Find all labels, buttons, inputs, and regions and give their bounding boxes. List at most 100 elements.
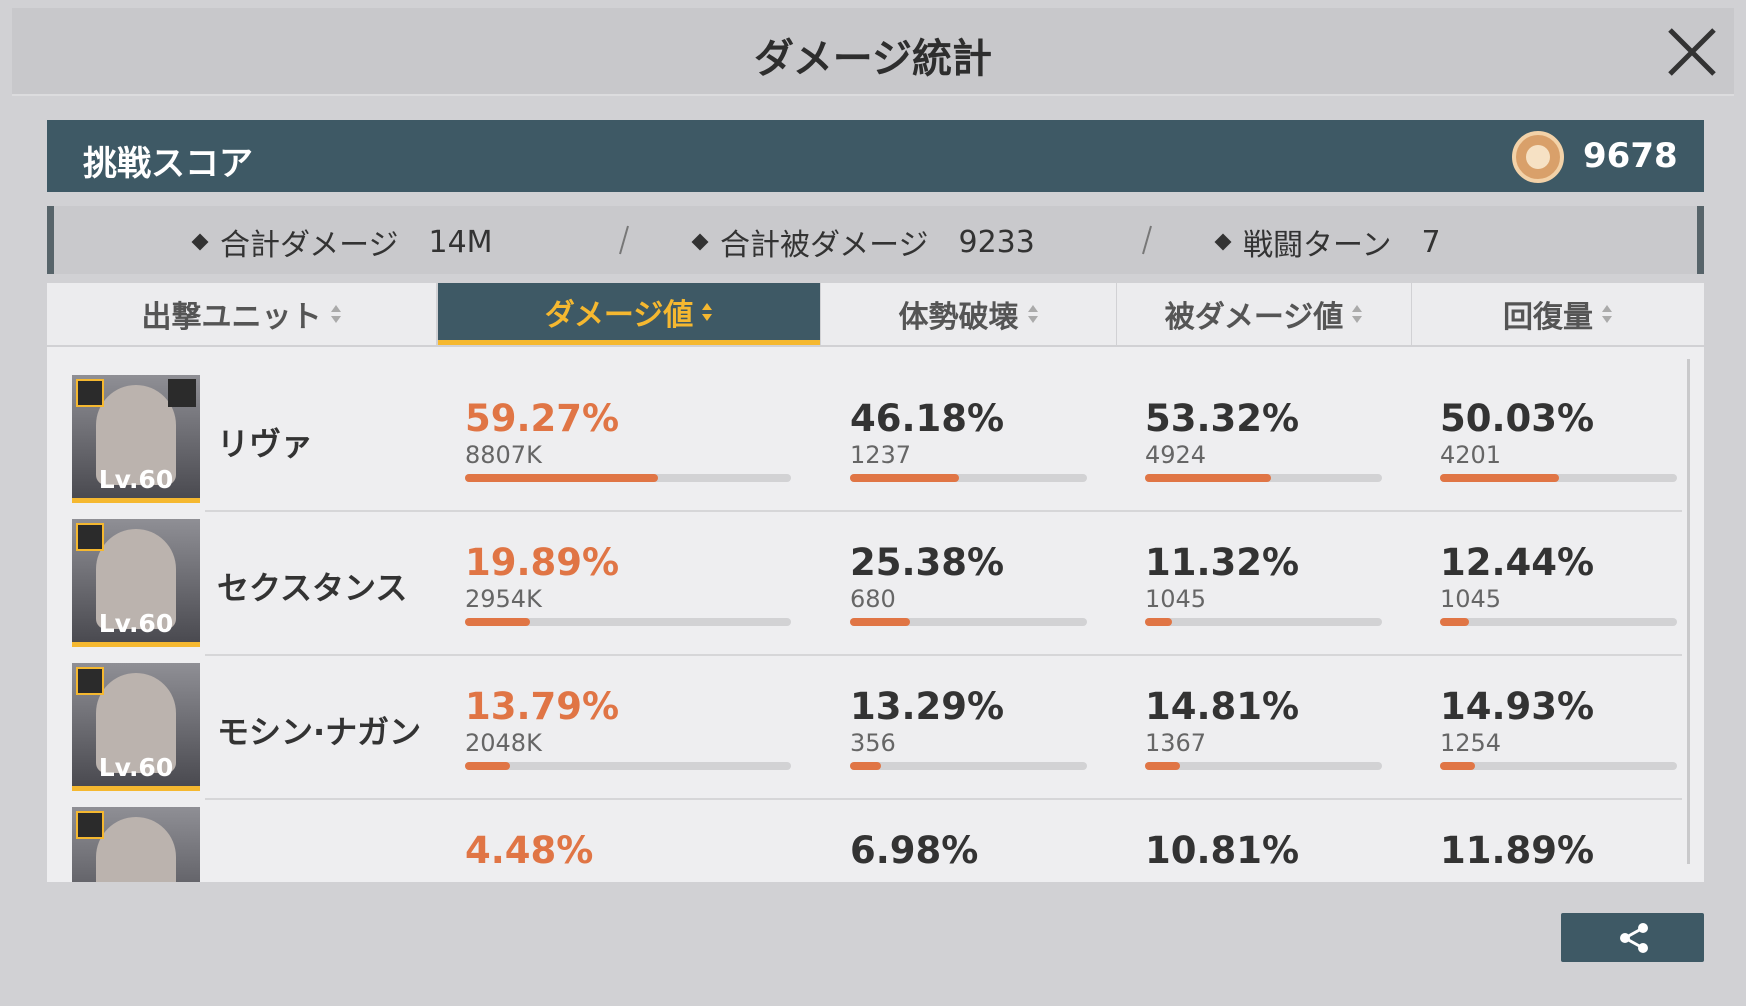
scrollbar (1687, 359, 1690, 864)
bar-track (465, 474, 791, 482)
summary-item: 合計ダメージ 14M (191, 220, 493, 264)
bar-track (850, 618, 1087, 626)
percent: 12.44% (1440, 541, 1595, 584)
percent: 6.98% (850, 829, 979, 872)
percent: 13.29% (850, 685, 1005, 728)
bar-track (850, 474, 1087, 482)
bar-fill (1145, 618, 1172, 626)
bar-fill (850, 618, 911, 626)
unit-name: モシン·ナガン (217, 713, 422, 751)
summary-label: 戦闘ターン (1243, 228, 1392, 263)
sort-icon (1602, 305, 1612, 323)
bar-track (1145, 474, 1382, 482)
percent: 11.89% (1440, 829, 1595, 872)
score-label: 挑戦スコア (83, 144, 253, 184)
column-label: ダメージ値 (544, 297, 694, 333)
sort-icon (1027, 305, 1038, 323)
bar-track (850, 762, 1087, 770)
avatar (72, 807, 200, 882)
percent: 13.79% (465, 685, 620, 728)
column-tab[interactable]: 出撃ユニット (47, 283, 436, 345)
share-icon (1620, 923, 1648, 953)
bar-fill (1145, 762, 1181, 770)
close-button[interactable] (1667, 27, 1717, 77)
summary-label: 合計被ダメージ (720, 228, 929, 263)
column-tab[interactable]: 回復量 (1412, 283, 1704, 345)
portrait (96, 529, 176, 629)
row-divider (205, 510, 1682, 512)
portrait (96, 673, 176, 773)
bar-fill (1440, 618, 1470, 626)
row-divider (205, 654, 1682, 656)
bar-fill (465, 474, 659, 482)
avatar: Lv.60 (72, 663, 200, 791)
diamond (691, 233, 709, 251)
summary-item: 戦闘ターン 7 (1214, 220, 1441, 264)
column-label: 被ダメージ値 (1164, 300, 1344, 335)
bar-track (1440, 474, 1677, 482)
bar-fill (850, 474, 960, 482)
percent: 19.89% (465, 541, 620, 584)
avatar: Lv.60 (72, 519, 200, 647)
percent: 10.81% (1145, 829, 1300, 872)
score-bar: 挑戦スコア 9678 (47, 120, 1704, 192)
badge (76, 667, 104, 695)
percent: 59.27% (465, 397, 620, 440)
value: 4924 (1145, 441, 1207, 469)
badge (76, 379, 104, 407)
diamond (1214, 233, 1232, 251)
table: Lv.60 リヴァ 59.27% 8807K 46.18% 1237 53.32% 4924 5… (47, 347, 1704, 882)
diamond (191, 233, 209, 251)
percent: 11.32% (1145, 541, 1300, 584)
value: 2954K (465, 585, 542, 613)
column-label: 出撃ユニット (141, 300, 322, 335)
bar-fill (1440, 762, 1476, 770)
bar-track (1145, 762, 1382, 770)
sort-icon (330, 305, 341, 323)
header-bar (12, 8, 1734, 96)
summary-value: 9233 (958, 224, 1035, 260)
score-icon (1512, 131, 1564, 183)
value: 356 (850, 729, 896, 757)
percent: 25.38% (850, 541, 1005, 584)
percent: 14.93% (1440, 685, 1595, 728)
value: 1254 (1440, 729, 1502, 757)
title: ダメージ統計 (754, 36, 992, 82)
summary-item: 合計被ダメージ 9233 (691, 220, 1035, 264)
value: 1237 (850, 441, 912, 469)
score-value: 9678 (1583, 136, 1678, 176)
separator (619, 225, 629, 255)
bar-fill (1145, 474, 1272, 482)
column-label: 回復量 (1503, 300, 1593, 335)
level: Lv.60 (98, 609, 174, 638)
value: 1045 (1440, 585, 1502, 613)
bar-fill (850, 762, 882, 770)
bar-fill (465, 762, 510, 770)
bar-fill (465, 618, 530, 626)
bar-fill (1440, 474, 1559, 482)
level: Lv.60 (98, 465, 174, 494)
column-tab[interactable]: 体勢破壊 (821, 283, 1116, 345)
bar-track (1440, 618, 1677, 626)
value: 4201 (1440, 441, 1502, 469)
bar-track (465, 762, 791, 770)
portrait (96, 817, 176, 882)
percent: 53.32% (1145, 397, 1300, 440)
row-divider (205, 798, 1682, 800)
portrait (96, 385, 176, 485)
sort-icon (1352, 305, 1363, 323)
column-label: 体勢破壊 (898, 300, 1019, 335)
badge (76, 811, 104, 839)
percent: 14.81% (1145, 685, 1300, 728)
share-button[interactable] (1561, 913, 1704, 962)
value: 1367 (1145, 729, 1207, 757)
avatar: Lv.60 (72, 375, 200, 503)
sort-icon (702, 302, 713, 321)
badge (76, 523, 104, 551)
percent: 50.03% (1440, 397, 1595, 440)
level: Lv.60 (98, 753, 174, 782)
percent: 4.48% (465, 829, 594, 872)
column-tab[interactable]: ダメージ値 (438, 283, 820, 345)
column-tab[interactable]: 被ダメージ値 (1117, 283, 1411, 345)
bar-track (1145, 618, 1382, 626)
